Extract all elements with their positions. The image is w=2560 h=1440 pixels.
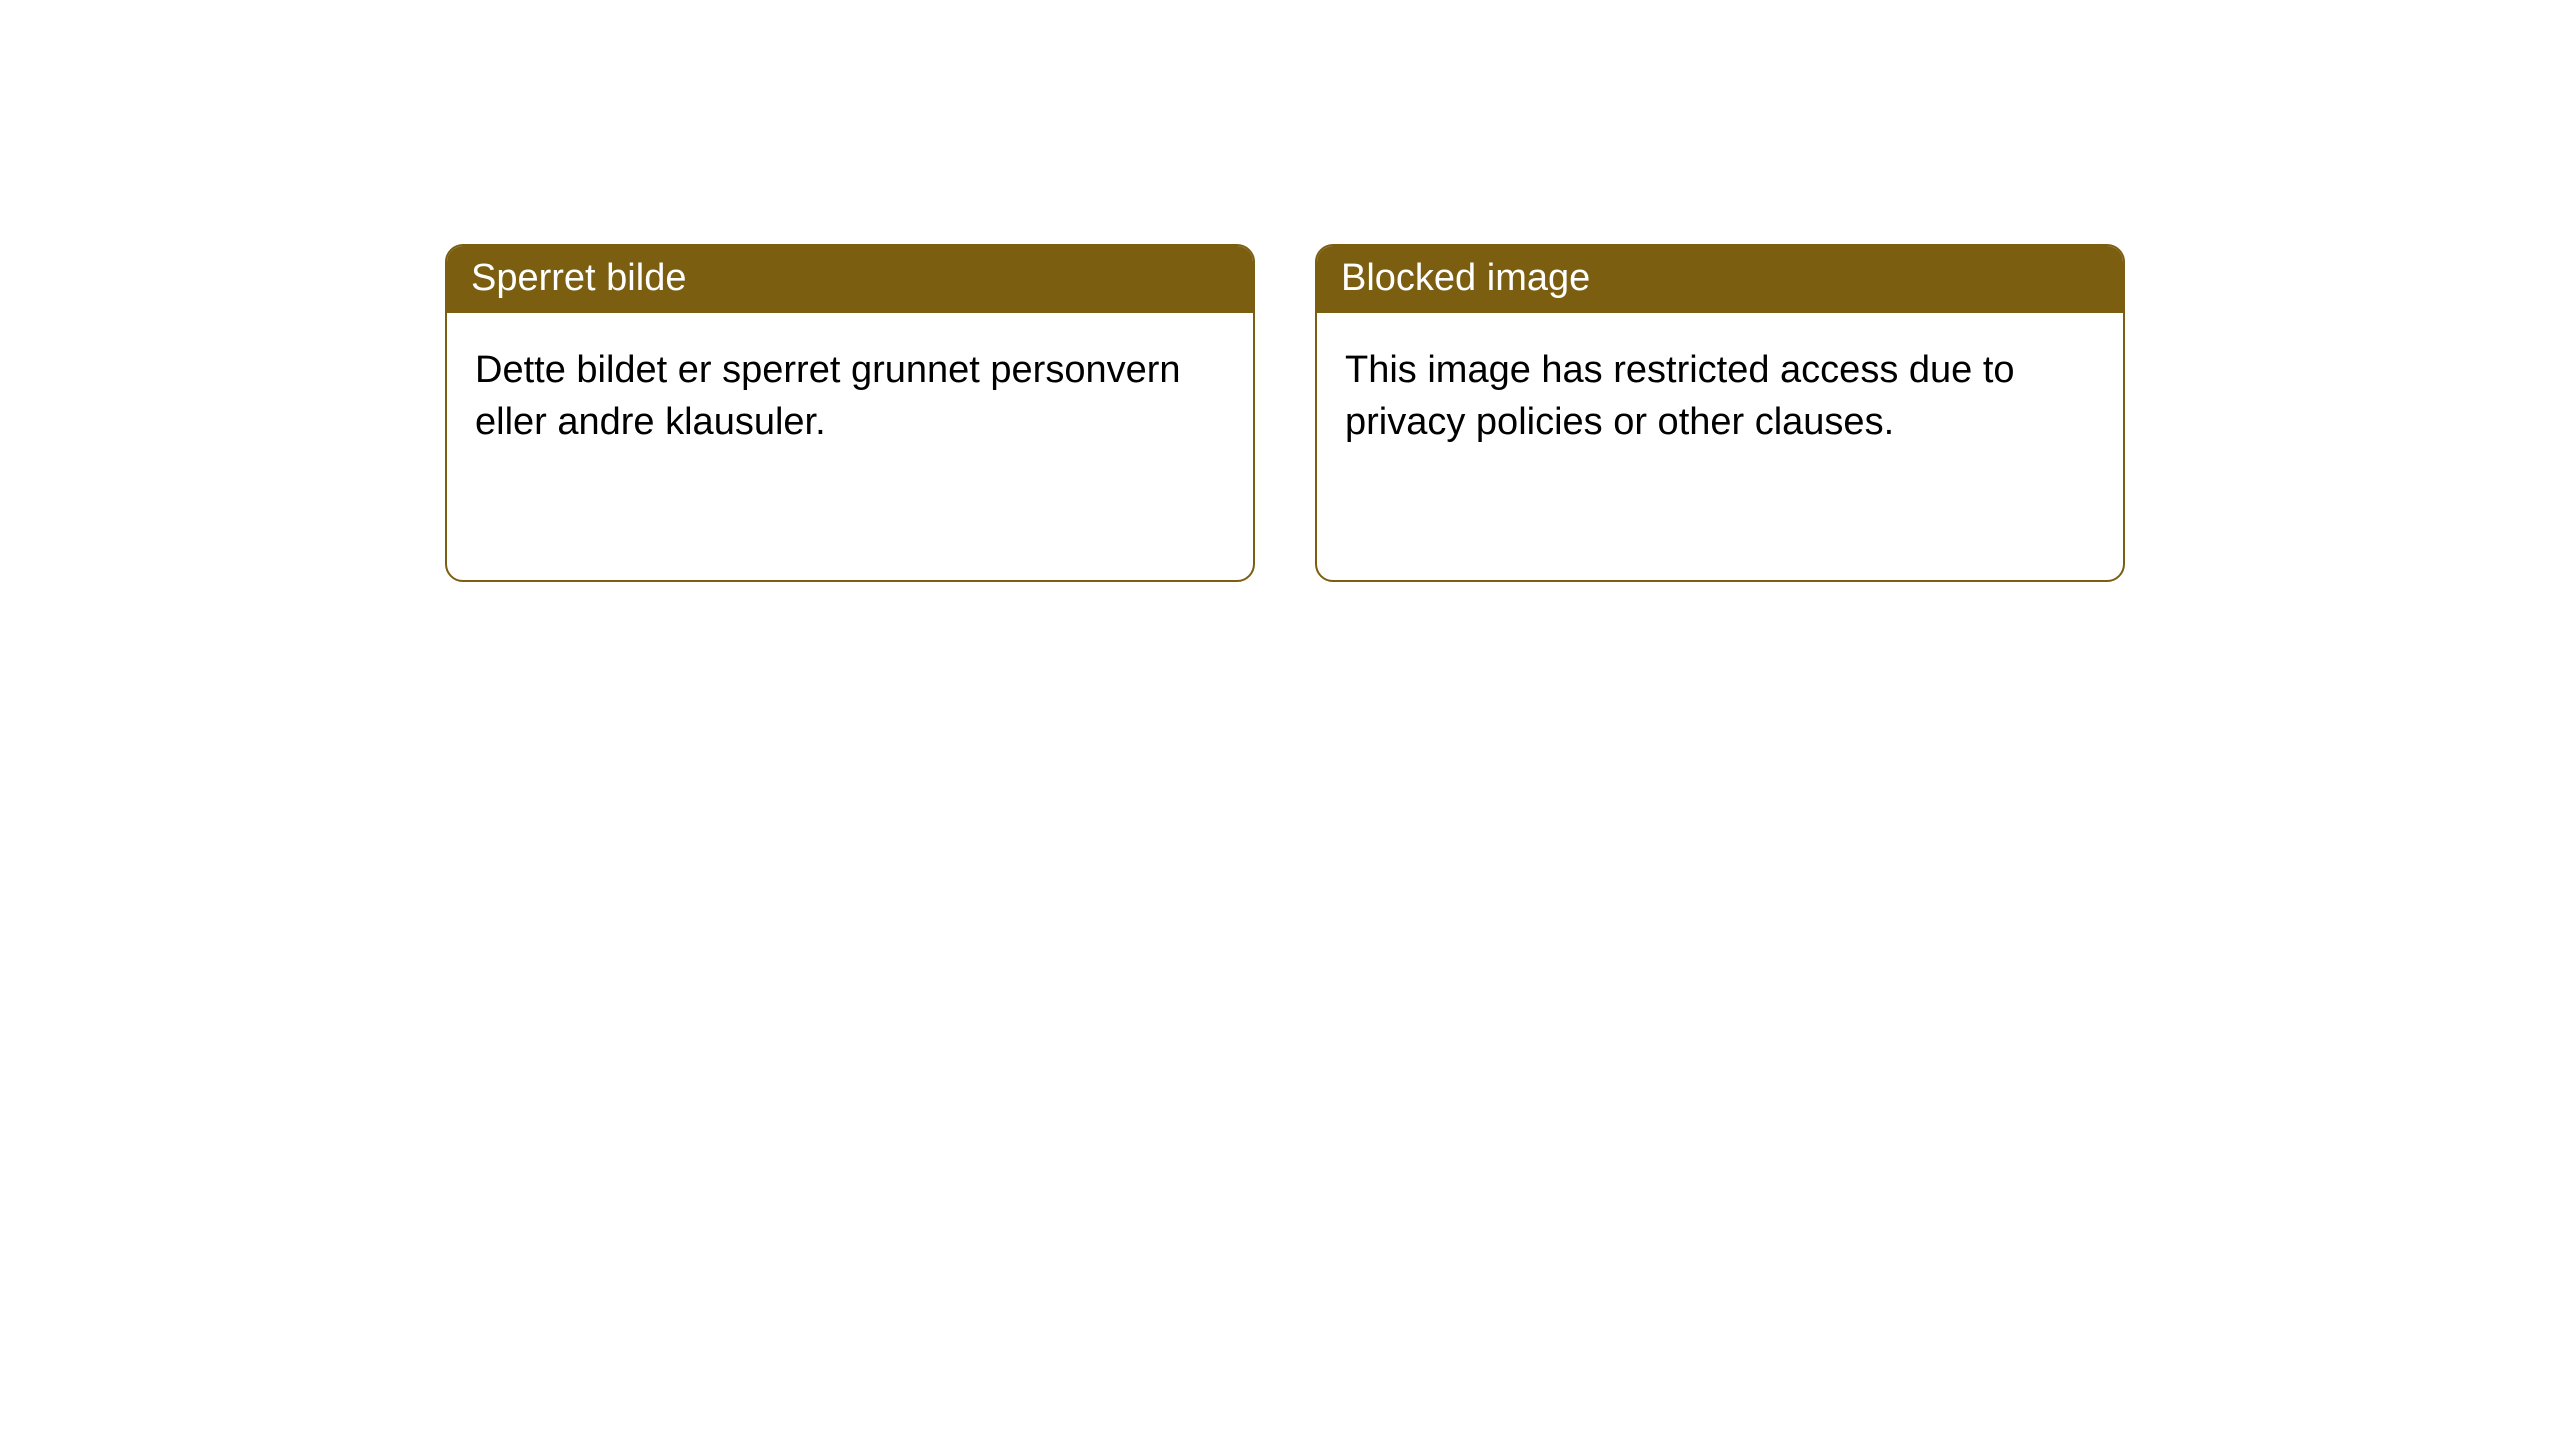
card-message-no: Dette bildet er sperret grunnet personve… (475, 349, 1181, 442)
card-header-no: Sperret bilde (447, 246, 1253, 313)
card-title-en: Blocked image (1341, 257, 1590, 299)
blocked-image-card-en: Blocked image This image has restricted … (1315, 244, 2125, 582)
card-body-no: Dette bildet er sperret grunnet personve… (447, 313, 1253, 476)
card-title-no: Sperret bilde (471, 257, 686, 299)
blocked-image-card-no: Sperret bilde Dette bildet er sperret gr… (445, 244, 1255, 582)
notice-container: Sperret bilde Dette bildet er sperret gr… (0, 0, 2560, 582)
card-body-en: This image has restricted access due to … (1317, 313, 2123, 476)
card-header-en: Blocked image (1317, 246, 2123, 313)
card-message-en: This image has restricted access due to … (1345, 349, 2015, 442)
